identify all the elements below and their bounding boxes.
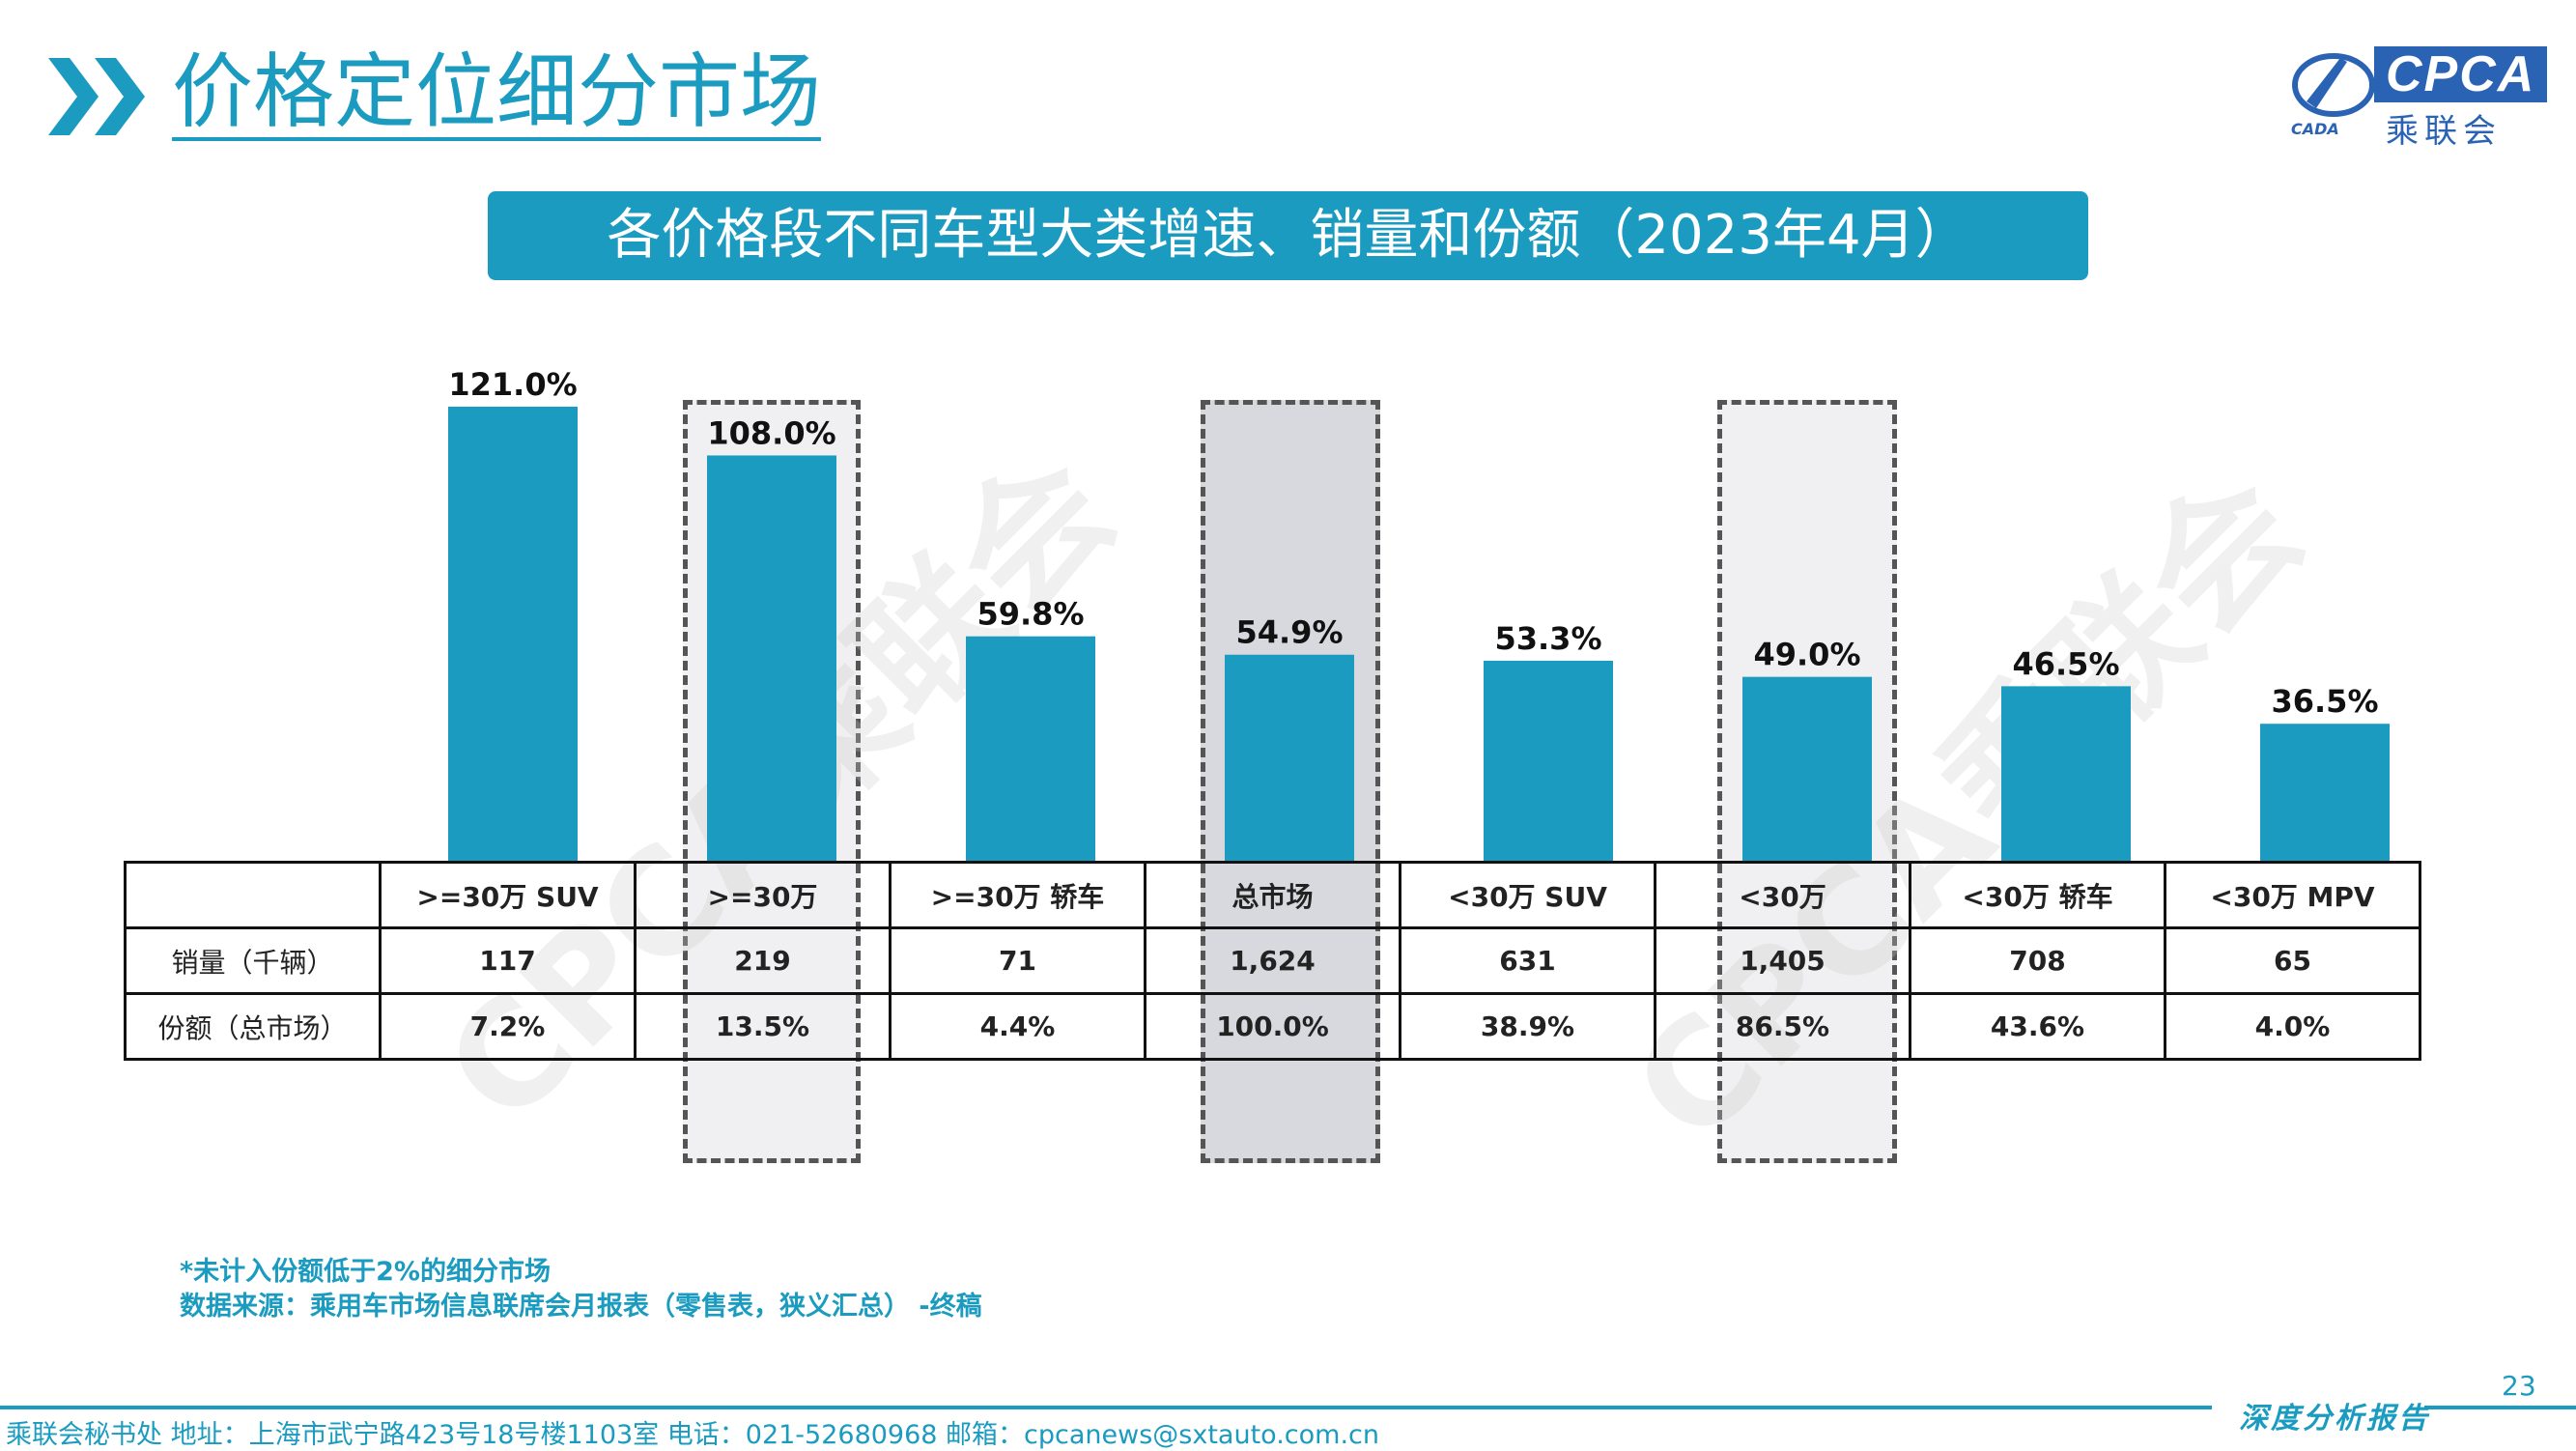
bar-value-label-3: 54.9% (1235, 614, 1343, 651)
bar-1 (707, 455, 836, 861)
table-cell: 7.2% (379, 992, 637, 1061)
table-header-cell: 总市场 (1144, 861, 1401, 929)
table-header-cell: >=30万 (634, 861, 892, 929)
table-header-row: >=30万 SUV >=30万 >=30万 轿车 总市场 <30万 SUV <3… (124, 861, 2421, 929)
data-table: >=30万 SUV >=30万 >=30万 轿车 总市场 <30万 SUV <3… (124, 861, 2421, 1061)
bar-0 (448, 406, 578, 861)
table-header-cell: <30万 (1654, 861, 1911, 929)
footer-contact: 乘联会秘书处 地址：上海市武宁路423号18号楼1103室 电话：021-526… (6, 1420, 1380, 1450)
table-corner-cell (124, 861, 382, 929)
table-row-sales: 销量（千辆） 117 219 71 1,624 631 1,405 708 65 (124, 926, 2421, 995)
cada-logo-text: CADA (2291, 120, 2339, 138)
table-cell: 1,405 (1654, 926, 1911, 995)
table-cell: 13.5% (634, 992, 892, 1061)
bar-6 (2001, 686, 2131, 861)
page-number: 23 (2502, 1370, 2536, 1402)
table-cell: 219 (634, 926, 892, 995)
footer-divider (0, 1406, 2212, 1409)
bar-value-label-2: 59.8% (977, 596, 1084, 633)
bar-4 (1484, 660, 1613, 861)
bar-2 (966, 636, 1095, 861)
header-chevron-icon (48, 58, 145, 135)
footnote-source: 数据来源：乘用车市场信息联席会月报表（零售表，狭义汇总） -终稿 (180, 1292, 982, 1322)
bar-value-label-1: 108.0% (707, 414, 835, 451)
bar-3 (1225, 654, 1354, 861)
row-label-share: 份额（总市场） (124, 992, 382, 1061)
table-cell: 71 (889, 926, 1146, 995)
table-cell: 117 (379, 926, 637, 995)
table-cell: 100.0% (1144, 992, 1401, 1061)
chart-subtitle-banner: 各价格段不同车型大类增速、销量和份额（2023年4月） (488, 191, 2088, 280)
bar-value-label-0: 121.0% (448, 366, 577, 403)
table-cell: 86.5% (1654, 992, 1911, 1061)
table-cell: 631 (1399, 926, 1656, 995)
bar-chart: 121.0% 108.0% 59.8% 54.9% 53.3% 49.0% 46.5% 36.… (448, 366, 2390, 861)
bar-7 (2260, 724, 2390, 861)
table-cell: 1,624 (1144, 926, 1401, 995)
footer-divider-right (2424, 1406, 2576, 1409)
table-cell: 65 (2164, 926, 2421, 995)
table-header-cell: <30万 MPV (2164, 861, 2421, 929)
row-label-sales: 销量（千辆） (124, 926, 382, 995)
bar-value-label-4: 53.3% (1494, 620, 1601, 657)
table-cell: 4.4% (889, 992, 1146, 1061)
bar-value-label-6: 46.5% (2012, 645, 2119, 682)
bar-value-label-5: 49.0% (1753, 637, 1860, 673)
footnote-note: *未计入份额低于2%的细分市场 (180, 1257, 551, 1287)
table-cell: 43.6% (1909, 992, 2166, 1061)
bar-5 (1742, 676, 1872, 861)
cpca-logo-cn: 乘联会 (2386, 112, 2502, 151)
table-cell: 708 (1909, 926, 2166, 995)
table-row-share: 份额（总市场） 7.2% 13.5% 4.4% 100.0% 38.9% 86.… (124, 992, 2421, 1061)
table-header-cell: <30万 SUV (1399, 861, 1656, 929)
page-title: 价格定位细分市场 (172, 46, 822, 142)
table-header-cell: >=30万 轿车 (889, 861, 1146, 929)
table-header-cell: <30万 轿车 (1909, 861, 2166, 929)
report-label: 深度分析报告 (2239, 1402, 2430, 1436)
cpca-logo: CPCA (2374, 46, 2548, 102)
table-header-cell: >=30万 SUV (379, 861, 637, 929)
table-cell: 4.0% (2164, 992, 2421, 1061)
table-cell: 38.9% (1399, 992, 1656, 1061)
cpca-emblem-icon (2292, 53, 2375, 117)
bar-value-label-7: 36.5% (2271, 683, 2378, 720)
